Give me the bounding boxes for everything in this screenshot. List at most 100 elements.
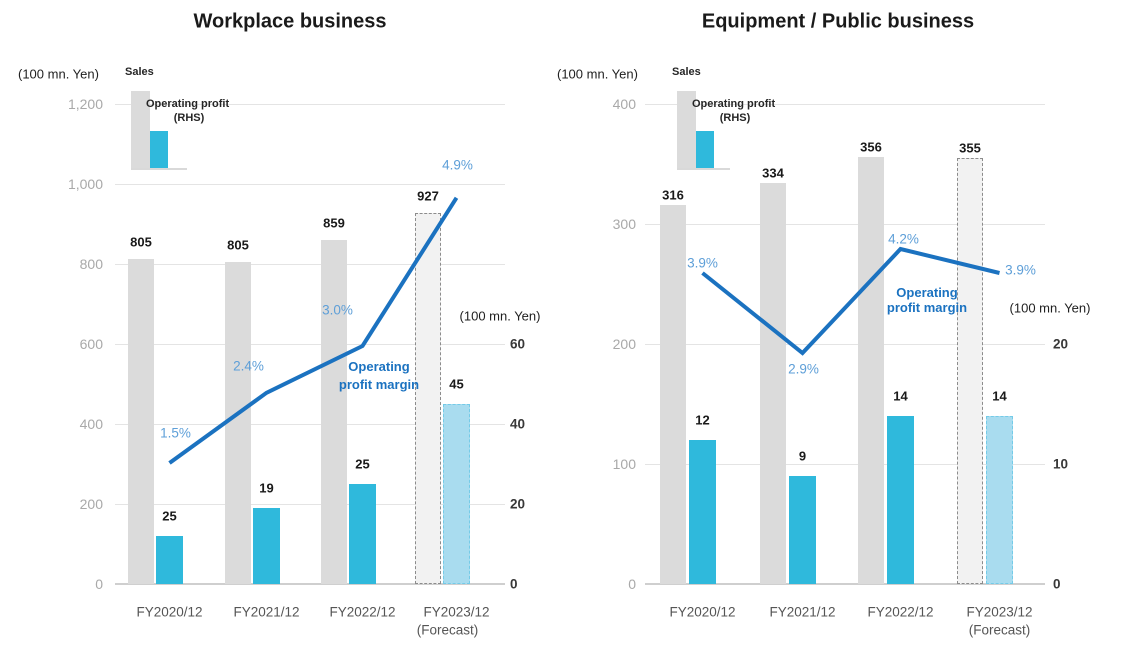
operating-profit-bar [689, 440, 716, 584]
sales-bar [321, 240, 347, 584]
x-axis-category-label: FY2023/12 [966, 604, 1033, 620]
operating-profit-value-label: 9 [798, 448, 807, 464]
operating-profit-value-label: 14 [893, 388, 908, 404]
right-axis-tick-label: 10 [1053, 456, 1069, 472]
sales-value-label: 805 [130, 234, 152, 250]
y-gridline [115, 504, 505, 505]
y-gridline [645, 464, 1045, 465]
operating-profit-bar [789, 476, 816, 584]
margin-annotation-line1: Operating [348, 359, 410, 374]
right-axis-tick-label: 0 [1053, 576, 1061, 592]
operating-profit-value-label: 12 [695, 412, 710, 428]
left-axis-tick-label: 300 [612, 216, 636, 232]
margin-percent-label: 3.9% [1005, 262, 1036, 278]
y-gridline [115, 104, 505, 105]
left-axis-tick-label: 400 [79, 416, 103, 432]
right-axis-tick-label: 20 [1053, 336, 1069, 352]
operating-profit-bar [253, 508, 280, 584]
y-gridline [115, 344, 505, 345]
left-axis-tick-label: 100 [612, 456, 636, 472]
sales-bar [760, 183, 786, 584]
legend-operating-profit-label: Operating profit [146, 98, 230, 110]
legend-baseline [131, 168, 187, 170]
x-axis-line [115, 583, 505, 585]
margin-percent-label: 2.4% [233, 358, 264, 374]
x-axis-forecast-note: (Forecast) [968, 622, 1031, 638]
legend-rhs-label: (RHS) [173, 112, 205, 124]
sales-bar [225, 262, 251, 584]
x-axis-category-label: FY2021/12 [769, 604, 836, 620]
right-axis-tick-label: 20 [510, 496, 526, 512]
legend-baseline [677, 168, 730, 170]
x-axis-category-label: FY2020/12 [669, 604, 736, 620]
sales-bar-forecast [415, 213, 441, 584]
margin-annotation-line2: profit margin [886, 300, 968, 315]
y-gridline [645, 104, 1045, 105]
margin-percent-label: 4.9% [442, 157, 473, 173]
legend-operating-profit-label: Operating profit [692, 98, 776, 110]
left-axis-tick-label: 1,200 [67, 96, 103, 112]
sales-bar [128, 259, 154, 584]
chart-title-equipment-public: Equipment / Public business [701, 10, 975, 33]
margin-percent-label: 1.5% [160, 425, 191, 441]
x-axis-category-label: FY2022/12 [867, 604, 934, 620]
y-gridline [645, 224, 1045, 225]
legend-operating-profit-swatch [150, 131, 168, 169]
sales-value-label: 316 [662, 187, 684, 203]
operating-profit-bar-forecast [986, 416, 1013, 584]
sales-bar-forecast [957, 158, 983, 584]
left-axis-tick-label: 0 [628, 576, 636, 592]
sales-value-label: 334 [762, 165, 784, 181]
right-axis-unit-label: (100 mn. Yen) [1009, 300, 1091, 316]
legend-sales-swatch [131, 91, 150, 169]
margin-percent-label: 4.2% [888, 231, 919, 247]
left-axis-tick-label: 1,000 [67, 176, 103, 192]
left-axis-tick-label: 800 [79, 256, 103, 272]
chart-title-workplace: Workplace business [193, 10, 387, 33]
operating-profit-value-label: 19 [259, 480, 274, 496]
x-axis-category-label: FY2023/12 [423, 604, 490, 620]
legend-operating-profit-swatch [696, 131, 714, 169]
legend-sales-swatch [677, 91, 696, 169]
x-axis-category-label: FY2021/12 [233, 604, 300, 620]
sales-value-label: 859 [323, 215, 345, 231]
right-axis-tick-label: 0 [510, 576, 518, 592]
x-axis-category-label: FY2020/12 [136, 604, 203, 620]
margin-percent-label: 2.9% [788, 361, 819, 377]
left-axis-tick-label: 600 [79, 336, 103, 352]
operating-profit-value-label: 14 [992, 388, 1007, 404]
operating-profit-value-label: 45 [449, 376, 464, 392]
sales-value-label: 355 [959, 140, 981, 156]
y-gridline [115, 184, 505, 185]
y-gridline [115, 264, 505, 265]
left-axis-tick-label: 200 [612, 336, 636, 352]
x-axis-forecast-note: (Forecast) [416, 622, 479, 638]
left-axis-tick-label: 400 [612, 96, 636, 112]
operating-profit-value-label: 25 [355, 456, 370, 472]
operating-profit-bar [156, 536, 183, 584]
sales-bar [858, 157, 884, 584]
right-axis-tick-label: 60 [510, 336, 526, 352]
sales-value-label: 927 [417, 188, 439, 204]
legend-rhs-label: (RHS) [719, 112, 751, 124]
legend-sales-label: Sales [672, 66, 701, 78]
x-axis-category-label: FY2022/12 [329, 604, 396, 620]
right-axis-tick-label: 40 [510, 416, 526, 432]
margin-percent-label: 3.9% [687, 255, 718, 271]
operating-profit-value-label: 25 [162, 508, 177, 524]
left-axis-unit-label: (100 mn. Yen) [18, 66, 99, 82]
left-axis-tick-label: 200 [79, 496, 103, 512]
operating-profit-bar-forecast [443, 404, 470, 584]
margin-annotation-line1: Operating [896, 285, 958, 300]
right-axis-unit-label: (100 mn. Yen) [459, 308, 541, 324]
margin-annotation-line2: profit margin [338, 377, 420, 392]
y-gridline [645, 344, 1045, 345]
operating-profit-bar [887, 416, 914, 584]
left-axis-unit-label: (100 mn. Yen) [557, 66, 638, 82]
left-axis-tick-label: 0 [95, 576, 103, 592]
sales-value-label: 805 [227, 237, 249, 253]
legend-sales-label: Sales [125, 66, 154, 78]
margin-percent-label: 3.0% [322, 302, 353, 318]
